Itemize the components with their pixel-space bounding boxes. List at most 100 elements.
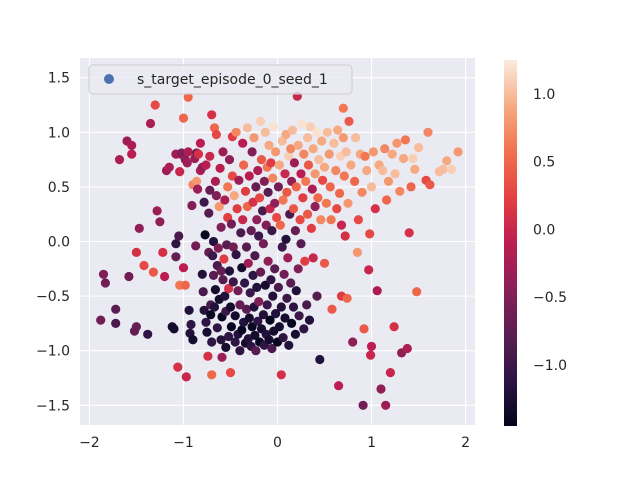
scatter-point: [299, 149, 309, 159]
scatter-point: [145, 118, 156, 129]
scatter-point: [267, 343, 277, 354]
scatter-point: [287, 318, 297, 328]
scatter-point: [333, 125, 343, 135]
scatter-point: [240, 186, 251, 196]
scatter-point: [341, 147, 351, 157]
y-tick-label: −0.5: [36, 289, 70, 305]
scatter-point: [307, 184, 317, 194]
scatter-point: [231, 127, 241, 137]
scatter-point: [253, 165, 263, 176]
scatter-point: [254, 231, 264, 241]
scatter-point: [246, 226, 256, 236]
scatter-point: [228, 277, 238, 287]
scatter-point: [324, 149, 334, 159]
scatter-point: [352, 247, 362, 257]
scatter-point: [148, 267, 158, 277]
scatter-point: [263, 256, 273, 266]
scatter-point: [212, 323, 222, 333]
scatter-point: [238, 138, 248, 148]
scatter-point: [211, 191, 221, 201]
scatter-point: [225, 368, 236, 378]
scatter-point: [155, 217, 165, 227]
scatter-point: [312, 127, 322, 137]
x-axis-tick-labels: −2 −1 0 1 2: [79, 435, 470, 451]
scatter-point: [180, 280, 190, 290]
scatter-point: [281, 129, 291, 140]
scatter-point: [313, 193, 323, 203]
scatter-point: [294, 311, 304, 321]
scatter-point: [127, 140, 137, 150]
scatter-point: [287, 125, 298, 135]
scatter-point: [182, 158, 192, 168]
scatter-point: [267, 226, 277, 236]
scatter-point: [360, 151, 370, 161]
scatter-point: [264, 140, 274, 150]
y-tick-label: −1.5: [36, 398, 70, 414]
scatter-point: [205, 151, 215, 161]
scatter-point: [378, 165, 388, 176]
scatter-point: [143, 329, 153, 339]
scatter-point: [200, 230, 210, 240]
scatter-point: [336, 220, 347, 230]
scatter-point: [236, 228, 246, 238]
scatter-point: [453, 147, 463, 157]
scatter-point: [217, 352, 227, 362]
scatter-point: [245, 288, 255, 298]
scatter-point: [310, 201, 320, 212]
scatter-point: [332, 204, 342, 214]
scatter-point: [339, 171, 349, 181]
scatter-point: [404, 228, 414, 238]
scatter-point: [224, 283, 234, 294]
scatter-point: [210, 285, 220, 295]
scatter-point: [389, 322, 399, 332]
legend: s_target_episode_0_seed_1: [88, 64, 353, 95]
scatter-point: [248, 197, 258, 207]
scatter-point: [268, 173, 278, 183]
scatter-point: [276, 370, 286, 380]
scatter-point: [239, 160, 249, 170]
scatter-point: [358, 400, 368, 410]
scatter-point: [263, 187, 273, 197]
scatter-point: [281, 234, 291, 244]
scatter-point: [282, 187, 292, 197]
scatter-point: [308, 253, 318, 263]
scatter-point: [306, 223, 316, 233]
scatter-point: [382, 195, 392, 205]
scatter-point: [231, 250, 241, 260]
scatter-point: [296, 169, 306, 179]
scatter-point: [272, 212, 282, 223]
scatter-point: [342, 293, 352, 303]
scatter-point: [218, 275, 228, 285]
scatter-point: [234, 175, 244, 185]
scatter-point: [348, 337, 358, 347]
scatter-point: [208, 270, 219, 280]
scatter-point: [224, 331, 234, 342]
scatter-point: [195, 138, 205, 148]
scatter-point: [423, 127, 433, 137]
scatter-point: [327, 304, 337, 314]
scatter-point: [131, 322, 141, 332]
scatter-point: [366, 182, 377, 192]
scatter-point: [317, 136, 327, 146]
scatter-point: [257, 206, 268, 216]
scatter-point: [235, 300, 245, 310]
scatter-point: [251, 182, 261, 192]
scatter-point: [446, 164, 457, 174]
scatter-point: [111, 304, 121, 314]
scatter-point: [372, 286, 382, 296]
colorbar-tick-labels: −1.0 −0.5 0.0 0.5 1.0: [533, 87, 567, 374]
scatter-point: [252, 215, 262, 225]
scatter-point: [260, 127, 270, 137]
scatter-point: [303, 133, 313, 143]
scatter-point: [315, 354, 325, 365]
scatter-point: [259, 176, 269, 186]
scatter-point: [383, 176, 394, 186]
scatter-point: [303, 209, 313, 219]
scatter-point: [252, 282, 262, 292]
scatter-point: [224, 266, 235, 276]
scatter-point: [400, 135, 410, 145]
scatter-point: [247, 322, 257, 332]
scatter-point: [280, 313, 290, 323]
scatter-point: [131, 247, 141, 257]
